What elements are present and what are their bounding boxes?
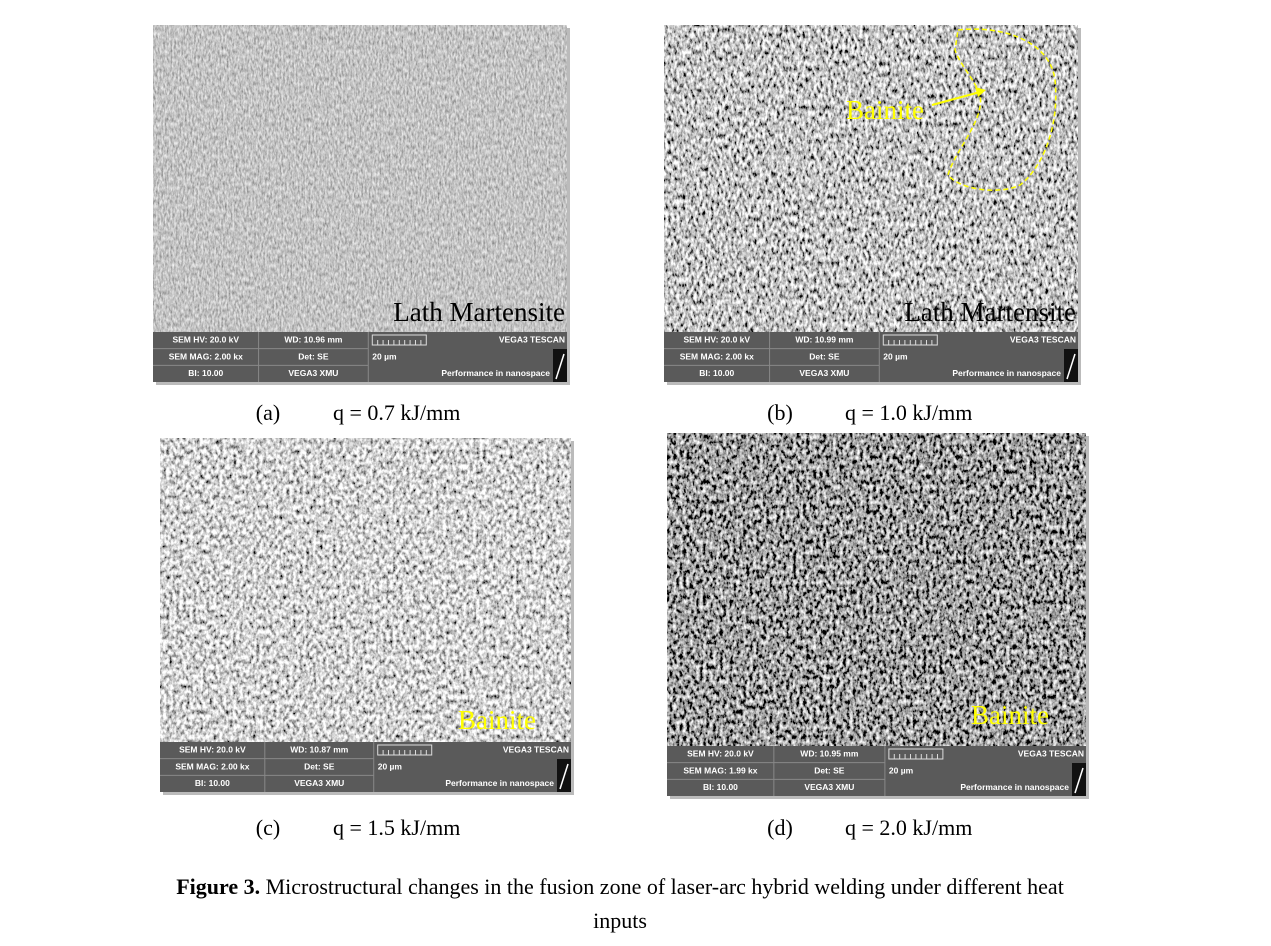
info-bar [160, 742, 571, 792]
panel-caption: q = 2.0 kJ/mm [845, 815, 972, 840]
info-det: Det: SE [304, 761, 335, 771]
region-outline [947, 28, 1057, 191]
info-scale: 20 µm [378, 761, 403, 771]
arrow [931, 91, 981, 106]
info-det: Det: SE [814, 765, 845, 775]
panel-label: (c) [256, 815, 280, 840]
logo-mark [1066, 353, 1076, 380]
info-slogan: Performance in nanospace [445, 778, 554, 788]
info-mag: SEM MAG: 2.00 kx [680, 351, 754, 361]
logo-mark [1074, 767, 1084, 794]
annotation: Bainite [971, 700, 1049, 730]
annotation: Lath Martensite [904, 297, 1076, 327]
info-bar [667, 746, 1086, 796]
arrow-head [975, 87, 986, 97]
info-bi: BI: 10.00 [699, 368, 734, 378]
info-mag: SEM MAG: 2.00 kx [175, 761, 249, 771]
info-model: VEGA3 XMU [294, 778, 344, 788]
panel-caption: q = 0.7 kJ/mm [333, 400, 460, 425]
panel-label: (b) [767, 400, 793, 425]
info-slogan: Performance in nanospace [441, 368, 550, 378]
info-det: Det: SE [298, 351, 329, 361]
info-model: VEGA3 XMU [288, 368, 338, 378]
info-wd: WD: 10.96 mm [284, 335, 343, 345]
info-wd: WD: 10.99 mm [795, 335, 854, 345]
panel-caption: q = 1.5 kJ/mm [333, 815, 460, 840]
figure-label: Figure 3. [176, 874, 261, 899]
figure-caption: Figure 3. Microstructural changes in the… [160, 870, 1080, 938]
info-brand: VEGA3 TESCAN [503, 745, 569, 755]
panel-label: (a) [256, 400, 280, 425]
info-bar [664, 332, 1078, 382]
info-hv: SEM HV: 20.0 kV [172, 335, 239, 345]
info-slogan: Performance in nanospace [960, 782, 1069, 792]
annotation: Bainite [846, 95, 924, 125]
info-hv: SEM HV: 20.0 kV [687, 749, 754, 759]
info-bi: BI: 10.00 [195, 778, 230, 788]
info-mag: SEM MAG: 1.99 kx [683, 765, 757, 775]
info-model: VEGA3 XMU [799, 368, 849, 378]
figure: SEM HV: 20.0 kV WD: 10.96 mm VEGA3 TESCAN S… [153, 25, 1089, 840]
info-slogan: Performance in nanospace [952, 368, 1061, 378]
info-model: VEGA3 XMU [804, 782, 854, 792]
info-hv: SEM HV: 20.0 kV [179, 745, 246, 755]
logo-mark [559, 763, 569, 790]
sem-image [667, 433, 1086, 746]
sem-image [160, 438, 571, 742]
info-mag: SEM MAG: 2.00 kx [169, 351, 243, 361]
panel-caption: q = 1.0 kJ/mm [845, 400, 972, 425]
info-det: Det: SE [809, 351, 840, 361]
panel-label: (d) [767, 815, 793, 840]
info-hv: SEM HV: 20.0 kV [683, 335, 750, 345]
info-scale: 20 µm [889, 765, 914, 775]
info-brand: VEGA3 TESCAN [1010, 335, 1076, 345]
info-bar [153, 332, 567, 382]
info-bi: BI: 10.00 [703, 782, 738, 792]
info-scale: 20 µm [372, 351, 397, 361]
annotation: Bainite [458, 705, 536, 735]
info-wd: WD: 10.95 mm [800, 749, 859, 759]
figure-caption-text: Microstructural changes in the fusion zo… [265, 874, 1064, 933]
info-scale: 20 µm [883, 351, 908, 361]
sem-image [153, 25, 567, 332]
annotation: Lath Martensite [393, 297, 565, 327]
info-bi: BI: 10.00 [188, 368, 223, 378]
info-brand: VEGA3 TESCAN [1018, 749, 1084, 759]
info-wd: WD: 10.87 mm [290, 745, 349, 755]
info-brand: VEGA3 TESCAN [499, 335, 565, 345]
logo-mark [555, 353, 565, 380]
sem-image [664, 25, 1078, 332]
